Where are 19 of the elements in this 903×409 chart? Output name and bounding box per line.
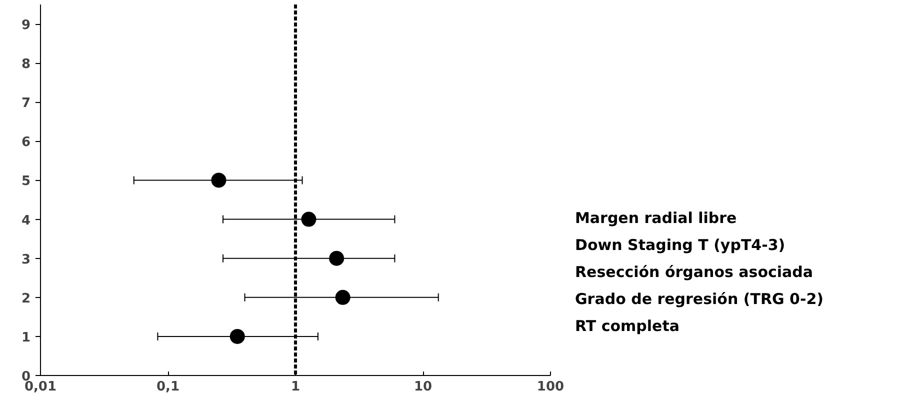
y-tick-label: 5 xyxy=(21,174,30,190)
text: Down Staging T (ypT4-3) xyxy=(575,235,786,256)
y-tick-label: 1 xyxy=(21,330,30,346)
y-tick-label: 4 xyxy=(21,213,30,228)
y-tick-label: 3 xyxy=(21,252,30,268)
text: Resección órganos asociada xyxy=(575,262,814,283)
x-tick-label: 100 xyxy=(536,380,564,394)
x-tick-label: 0,1 xyxy=(156,380,180,394)
x-tick-label: 10 xyxy=(414,380,432,394)
text: RT completa xyxy=(575,316,681,337)
text: Grado de regresión (TRG 0-2) xyxy=(575,289,824,310)
y-tick-label: 8 xyxy=(21,57,30,72)
x-tick-label: 0,01 xyxy=(24,380,57,394)
x-tick-label: 1 xyxy=(290,380,300,394)
y-tick-label: 6 xyxy=(21,135,30,150)
y-tick-label: 9 xyxy=(21,18,30,34)
y-tick-label: 2 xyxy=(21,291,30,306)
text: Margen radial libre xyxy=(575,208,738,229)
y-tick-label: 7 xyxy=(21,96,30,112)
